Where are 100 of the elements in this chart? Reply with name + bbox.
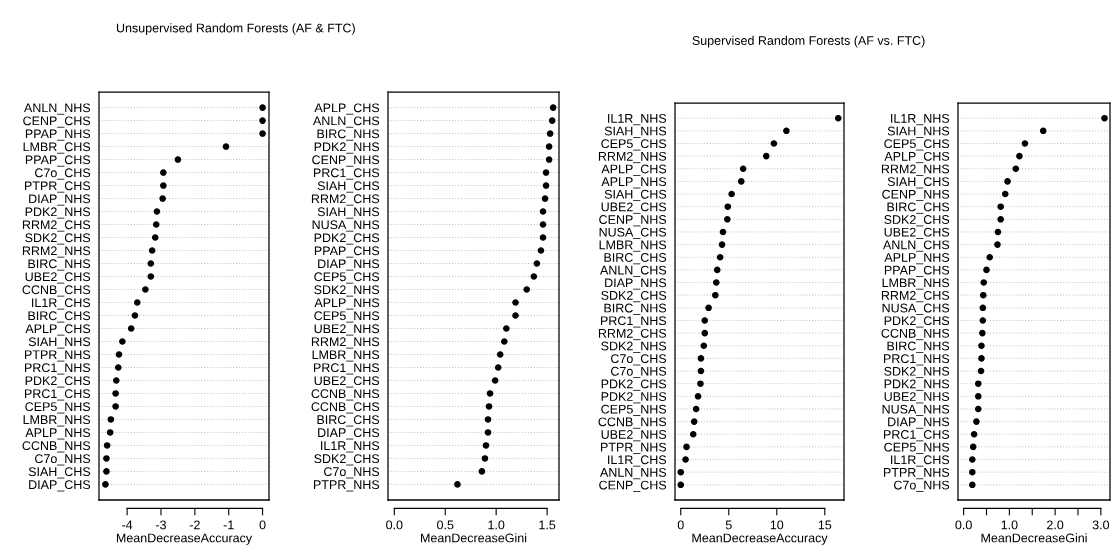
y-tick-label: ANLN_CHS xyxy=(600,265,667,277)
point xyxy=(997,216,1004,223)
point xyxy=(677,481,685,489)
y-tick-label: UBE2_NHS xyxy=(884,392,950,404)
y-tick-label: NUSA_NHS xyxy=(312,220,380,232)
y-tick-label: PDK2_CHS xyxy=(884,316,950,328)
x-tick-label: -1 xyxy=(223,520,234,530)
y-tick-label: DIAP_NHS xyxy=(318,259,380,271)
y-tick-label: PPAP_CHS xyxy=(884,265,950,277)
y-tick-label: PDK2_NHS xyxy=(25,207,91,219)
point xyxy=(147,273,155,280)
y-tick-label: SDK2_CHS xyxy=(884,215,950,227)
y-tick-label: CEP5_CHS xyxy=(314,272,380,284)
y-tick-label: SIAH_CHS xyxy=(317,181,380,193)
point xyxy=(712,291,719,299)
y-tick-label: BIRC_NHS xyxy=(317,129,380,141)
point xyxy=(701,329,709,337)
point xyxy=(152,221,160,228)
x-tick-label: -4 xyxy=(122,520,133,530)
y-tick-label: PRC1_NHS xyxy=(314,363,380,375)
point xyxy=(701,317,709,324)
point xyxy=(151,234,159,241)
point xyxy=(503,325,510,332)
point xyxy=(705,304,712,312)
y-tick-label: PRC1_NHS xyxy=(601,316,667,328)
point xyxy=(1016,152,1023,160)
y-tick-label: PRC1_NHS xyxy=(884,354,950,366)
point xyxy=(542,182,550,189)
point xyxy=(834,114,842,122)
point xyxy=(174,156,182,163)
y-tick-label: C7o_CHS xyxy=(611,354,667,366)
y-tick-label: IL1R_NHS xyxy=(321,441,380,453)
y-tick-label: BIRC_CHS xyxy=(317,415,380,427)
point xyxy=(159,195,166,202)
point xyxy=(103,442,111,449)
y-tick-label: PDK2_CHS xyxy=(601,379,667,391)
y-tick-label: NUSA_NHS xyxy=(882,404,950,416)
y-tick-label: CEP5_NHS xyxy=(25,402,91,414)
y-tick-label: DIAP_NHS xyxy=(605,278,667,290)
point xyxy=(980,279,988,286)
y-tick-label: CENP_CHS xyxy=(599,480,667,492)
y-tick-label: ANLN_NHS xyxy=(600,467,667,480)
y-tick-label: APLP_NHS xyxy=(601,177,667,189)
y-tick-label: ANLN_NHS xyxy=(24,103,91,115)
y-tick-label: IL1R_CHS xyxy=(891,455,950,467)
point xyxy=(690,418,698,425)
y-tick-label: SDK2_CHS xyxy=(314,454,380,466)
y-tick-label: CCNB_NHS xyxy=(311,389,380,401)
x-tick-label: -2 xyxy=(189,520,200,530)
y-tick-label: BIRC_CHS xyxy=(887,202,950,214)
y-tick-label: RRM2_NHS xyxy=(598,151,667,164)
y-tick-label: IL1R_NHS xyxy=(608,113,667,126)
y-tick-label: APLP_CHS xyxy=(601,164,667,176)
y-tick-label: CCNB_CHS xyxy=(311,402,380,414)
y-tick-label: DIAP_CHS xyxy=(29,480,91,492)
y-tick-label: PTPR_NHS xyxy=(601,442,667,454)
y-tick-label: APLP_CHS xyxy=(314,103,380,115)
point xyxy=(1021,140,1029,147)
point xyxy=(983,266,990,274)
x-tick-label: 0.0 xyxy=(386,520,403,530)
chart-title: Unsupervised Random Forests (AF & FTC) xyxy=(116,23,355,35)
y-tick-label: LMBR_NHS xyxy=(312,350,380,362)
point xyxy=(142,286,149,293)
point xyxy=(491,377,499,384)
point xyxy=(545,143,553,150)
x-tick-label: 0.0 xyxy=(955,520,972,530)
point xyxy=(978,342,985,350)
y-tick-label: IL1R_CHS xyxy=(32,298,91,310)
y-tick-label: UBE2_NHS xyxy=(314,324,380,336)
y-tick-label: UBE2_CHS xyxy=(314,376,380,388)
point xyxy=(153,208,161,215)
y-tick-label: RRM2_NHS xyxy=(311,337,380,349)
x-tick-label: 0.5 xyxy=(437,520,454,530)
x-tick-label: 10 xyxy=(770,520,784,530)
y-tick-label: ANLN_CHS xyxy=(883,240,950,252)
point xyxy=(969,468,976,476)
point xyxy=(724,203,732,210)
y-tick-label: CENP_CHS xyxy=(23,116,91,128)
point xyxy=(1012,165,1020,173)
point xyxy=(986,253,993,261)
point xyxy=(484,429,492,436)
point xyxy=(974,405,982,413)
y-tick-label: LMBR_NHS xyxy=(599,240,667,252)
point xyxy=(478,468,486,475)
point xyxy=(762,152,770,160)
point xyxy=(697,367,705,375)
y-tick-label: SIAH_NHS xyxy=(604,126,667,138)
point xyxy=(512,299,519,306)
y-tick-label: SIAH_CHS xyxy=(887,177,950,189)
x-tick-label: 0 xyxy=(677,520,684,530)
point xyxy=(739,165,747,173)
point xyxy=(1039,127,1047,135)
y-tick-label: PTPR_NHS xyxy=(884,467,950,480)
point xyxy=(112,403,119,410)
y-tick-label: SIAH_NHS xyxy=(28,337,91,349)
y-tick-label: CCNB_NHS xyxy=(881,328,950,341)
y-tick-label: SIAH_CHS xyxy=(28,467,91,479)
point xyxy=(969,443,977,451)
y-tick-label: IL1R_CHS xyxy=(608,455,667,467)
y-tick-label: CCNB_CHS xyxy=(22,285,91,297)
